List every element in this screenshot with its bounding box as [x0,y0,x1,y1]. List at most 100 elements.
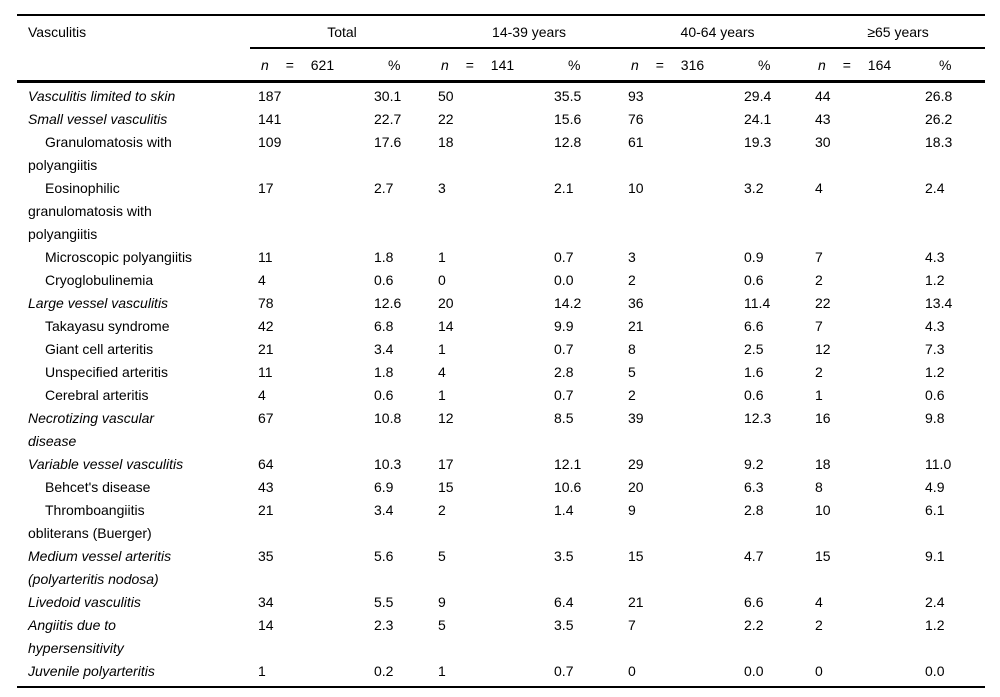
cell-pct-65plus: 2.4 [925,180,945,196]
cell-pct-40-64: 0.9 [744,249,764,265]
cell-pct-total: 5.6 [374,548,394,564]
empty-header-cell [17,48,250,83]
cell-pct-65plus: 2.4 [925,594,945,610]
cell-n-40-64: 2 [628,272,636,288]
row-label: Microscopic polyangiitis [45,249,193,265]
cell-pct-14-39: 14.2 [554,295,582,311]
table-row: Eosinophilic granulomatosis with polyang… [17,177,985,246]
cell-pct-14-39: 0.7 [554,341,574,357]
row-label: Juvenile polyarteritis [28,663,155,679]
cell-n-14-39: 5 [438,617,446,633]
cell-pct-40-64: 6.6 [744,594,764,610]
n-value-14-39: 141 [490,56,515,73]
cell-pct-65plus: 26.8 [925,88,953,104]
cell-n-14-39: 1 [438,249,446,265]
cell-n-14-39: 0 [438,272,446,288]
cell-n-total: 21 [258,502,274,518]
cell-pct-total: 17.6 [374,134,402,150]
cell-n-14-39: 9 [438,594,446,610]
row-label: Variable vessel vasculitis [28,456,184,472]
cell-n-65plus: 1 [815,387,823,403]
table-body: Vasculitis limited to skin 187 30.1 50 3… [17,82,985,688]
cell-pct-14-39: 0.7 [554,387,574,403]
cell-pct-40-64: 9.2 [744,456,764,472]
cell-pct-65plus: 7.3 [925,341,945,357]
cell-pct-40-64: 0.6 [744,272,764,288]
cell-pct-65plus: 0.6 [925,387,945,403]
cell-n-40-64: 39 [628,410,644,426]
n-header-total: n = 621 [250,48,370,83]
cell-n-40-64: 10 [628,180,644,196]
cell-n-14-39: 4 [438,364,446,380]
table-row: Large vessel vasculitis 78 12.6 20 14.2 … [17,292,985,315]
table-row: Livedoid vasculitis 34 5.5 9 6.4 21 6.6 … [17,591,985,614]
column-group-40-64-years: 40-64 years [624,15,812,49]
row-label: Small vessel vasculitis [28,111,168,127]
cell-pct-total: 12.6 [374,295,402,311]
cell-pct-40-64: 4.7 [744,548,764,564]
cell-n-total: 64 [258,456,274,472]
cell-pct-14-39: 8.5 [554,410,574,426]
cell-n-65plus: 4 [815,594,823,610]
cell-pct-40-64: 19.3 [744,134,772,150]
n-symbol: n [818,56,826,73]
cell-n-14-39: 20 [438,295,454,311]
cell-n-40-64: 29 [628,456,644,472]
cell-n-40-64: 93 [628,88,644,104]
percent-header-40-64: % [740,48,812,83]
cell-n-40-64: 3 [628,249,636,265]
cell-n-65plus: 30 [815,134,831,150]
row-label: Medium vessel arteritis (polyarteritis n… [28,548,172,587]
cell-n-14-39: 12 [438,410,454,426]
row-label: Large vessel vasculitis [28,295,169,311]
column-group-total: Total [250,15,435,49]
cell-n-40-64: 2 [628,387,636,403]
cell-pct-total: 3.4 [374,502,394,518]
cell-pct-40-64: 6.6 [744,318,764,334]
cell-pct-total: 6.9 [374,479,394,495]
cell-pct-total: 1.8 [374,249,394,265]
table-row: Takayasu syndrome 42 6.8 14 9.9 21 6.6 7… [17,315,985,338]
cell-pct-14-39: 15.6 [554,111,582,127]
cell-n-total: 78 [258,295,274,311]
cell-pct-14-39: 12.8 [554,134,582,150]
cell-n-65plus: 15 [815,548,831,564]
cell-pct-40-64: 1.6 [744,364,764,380]
row-label: Eosinophilic granulomatosis with polyang… [28,180,152,242]
cell-n-65plus: 43 [815,111,831,127]
cell-n-40-64: 21 [628,594,644,610]
row-header-label: Vasculitis [28,24,87,40]
cell-n-65plus: 2 [815,617,823,633]
cell-n-40-64: 7 [628,617,636,633]
cell-n-total: 11 [258,364,273,380]
cell-pct-40-64: 0.0 [744,663,764,679]
cell-pct-14-39: 0.7 [554,249,574,265]
cell-pct-total: 10.3 [374,456,402,472]
row-label: Thromboangiitis obliterans (Buerger) [28,502,152,541]
cell-pct-40-64: 24.1 [744,111,772,127]
cell-pct-40-64: 2.2 [744,617,764,633]
cell-pct-total: 0.6 [374,387,394,403]
cell-pct-14-39: 10.6 [554,479,582,495]
cell-n-total: 14 [258,617,274,633]
cell-n-total: 43 [258,479,274,495]
cell-n-65plus: 4 [815,180,823,196]
cell-pct-14-39: 6.4 [554,594,574,610]
cell-n-14-39: 50 [438,88,454,104]
row-label: Vasculitis limited to skin [28,88,176,104]
cell-pct-14-39: 9.9 [554,318,574,334]
vasculitis-prevalence-table: Vasculitis Total 14-39 years 40-64 years… [17,14,986,688]
cell-n-14-39: 1 [438,387,446,403]
table-row: Behcet's disease 43 6.9 15 10.6 20 6.3 8… [17,476,985,499]
cell-pct-40-64: 12.3 [744,410,772,426]
cell-pct-40-64: 3.2 [744,180,764,196]
cell-pct-total: 10.8 [374,410,402,426]
cell-n-14-39: 2 [438,502,446,518]
cell-n-65plus: 2 [815,364,823,380]
cell-n-total: 141 [258,111,282,127]
cell-pct-total: 22.7 [374,111,402,127]
cell-n-40-64: 76 [628,111,644,127]
cell-n-total: 4 [258,387,266,403]
cell-pct-total: 3.4 [374,341,394,357]
n-header-40-64: n = 316 [624,48,741,83]
